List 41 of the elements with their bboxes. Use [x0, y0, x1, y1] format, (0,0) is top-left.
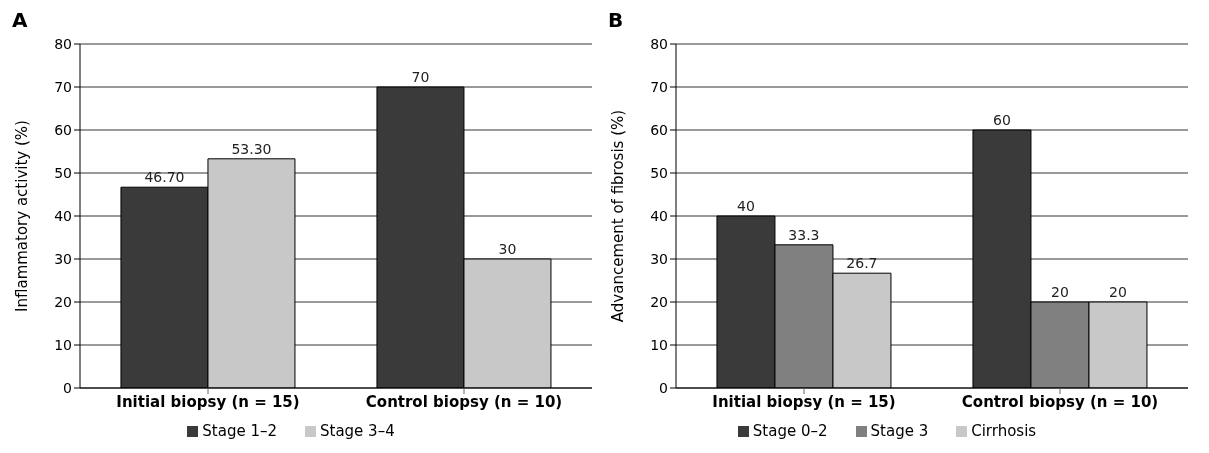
- y-tick-label: 0: [63, 379, 72, 396]
- x-tick-label: Control biopsy (n = 10): [961, 392, 1159, 411]
- legend-label: Stage 3–4: [320, 422, 395, 440]
- y-tick-label: 10: [650, 336, 668, 353]
- y-tick-label: 80: [54, 35, 72, 52]
- legend-label: Stage 0–2: [752, 422, 828, 440]
- y-tick-label: 60: [54, 121, 72, 138]
- y-axis-title: Advancement of fibrosis (%): [609, 109, 628, 323]
- legend-label: Stage 3: [870, 422, 929, 440]
- y-tick-label: 40: [54, 207, 72, 224]
- data-label: 46.70: [144, 169, 185, 186]
- y-tick-label: 70: [54, 78, 72, 95]
- y-tick-label: 20: [54, 293, 72, 310]
- y-tick-label: 10: [54, 336, 72, 353]
- legend-label: Cirrhosis: [971, 422, 1037, 440]
- data-label: 53.30: [231, 140, 272, 157]
- data-label: 20: [1109, 284, 1127, 300]
- chart-title: B: [608, 8, 624, 32]
- y-tick-label: 60: [650, 121, 668, 138]
- data-label: 40: [737, 198, 755, 214]
- legend-label: Stage 1–2: [202, 422, 277, 440]
- chart-title: A: [12, 8, 28, 32]
- y-tick-label: 80: [650, 35, 668, 52]
- y-tick-label: 30: [650, 250, 668, 267]
- y-tick-label: 50: [54, 164, 72, 181]
- data-label: 30: [498, 241, 517, 257]
- data-label: 26.7: [846, 255, 878, 272]
- x-tick-label: Control biopsy (n = 10): [365, 392, 563, 411]
- data-label: 33.3: [788, 226, 820, 243]
- y-tick-label: 40: [650, 207, 668, 224]
- data-label: 60: [993, 112, 1011, 128]
- y-tick-label: 70: [650, 78, 668, 95]
- y-axis-title: Inflammatory activity (%): [13, 120, 32, 312]
- x-tick-label: Initial biopsy (n = 15): [116, 392, 300, 411]
- data-label: 20: [1051, 284, 1069, 300]
- y-tick-label: 50: [650, 164, 668, 181]
- y-tick-label: 0: [659, 379, 668, 396]
- y-tick-label: 30: [54, 250, 72, 267]
- x-tick-label: Initial biopsy (n = 15): [712, 392, 896, 411]
- data-label: 70: [411, 69, 430, 85]
- y-tick-label: 20: [650, 293, 668, 310]
